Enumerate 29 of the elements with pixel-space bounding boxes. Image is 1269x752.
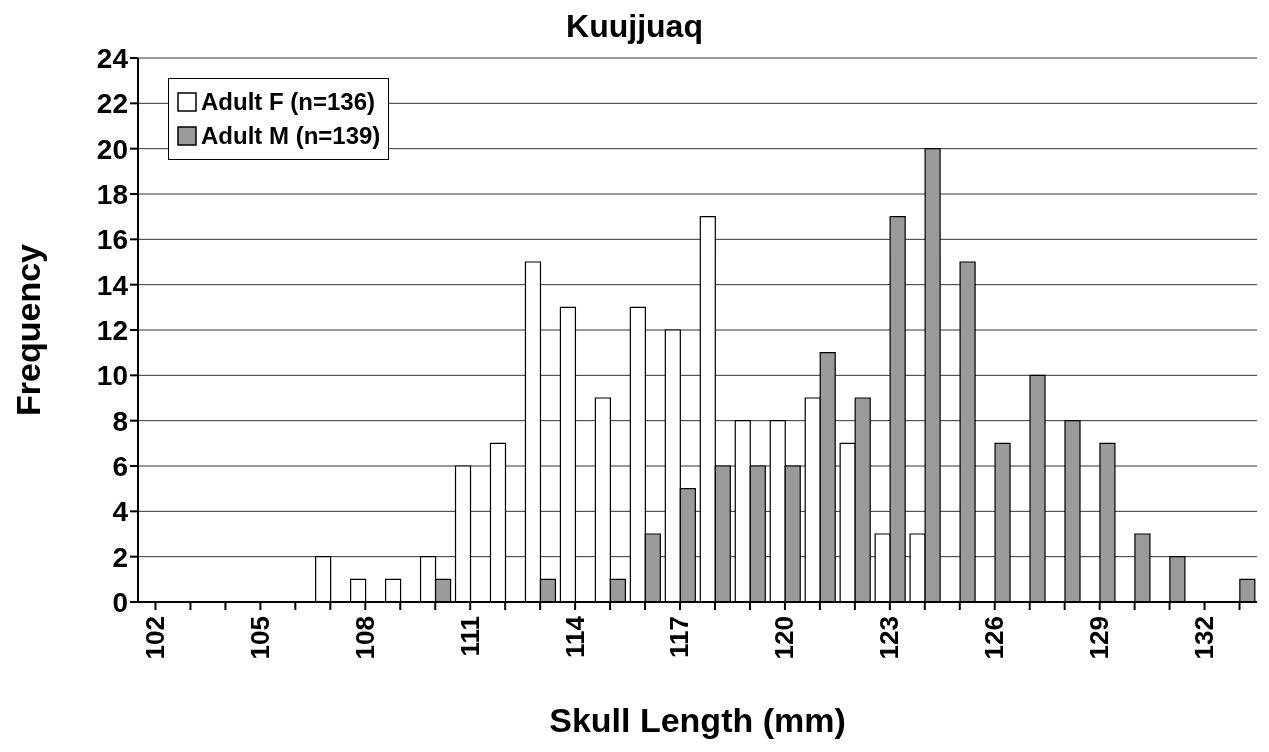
x-tick-label: 102 xyxy=(139,616,170,660)
y-tick-label: 22 xyxy=(96,88,128,120)
x-tick-label: 120 xyxy=(769,616,800,660)
x-axis-title: Skull Length (mm) xyxy=(549,701,846,739)
y-tick-label: 8 xyxy=(112,405,128,437)
y-tick-label: 18 xyxy=(96,178,128,210)
y-tick-label: 4 xyxy=(112,496,129,528)
y-tick-label: 16 xyxy=(96,224,128,256)
y-tick-label: 24 xyxy=(96,42,129,74)
y-tick-label: 0 xyxy=(112,586,128,618)
x-tick-label: 117 xyxy=(664,616,695,658)
x-tick-label: 114 xyxy=(559,615,590,658)
y-tick-label: 14 xyxy=(96,269,129,301)
x-tick-label: 126 xyxy=(979,616,1010,660)
y-axis-title: Frequency xyxy=(9,243,48,416)
y-tick-label: 6 xyxy=(112,450,128,482)
y-tick-label: 10 xyxy=(96,360,128,392)
chart-title: Kuujjuaq xyxy=(566,8,703,44)
x-tick-label: 123 xyxy=(874,616,905,660)
x-tick-label: 132 xyxy=(1189,616,1220,660)
legend-label: Adult F (n=136) xyxy=(201,87,376,117)
y-tick-label: 12 xyxy=(96,314,128,346)
legend-label: Adult M (n=139) xyxy=(201,121,381,151)
x-tick-label: 129 xyxy=(1084,616,1115,660)
x-tick-label: 105 xyxy=(244,616,275,660)
y-tick-label: 20 xyxy=(96,133,128,165)
x-tick-label: 111 xyxy=(454,616,485,657)
x-tick-label: 108 xyxy=(349,616,380,660)
y-tick-label: 2 xyxy=(112,541,128,573)
